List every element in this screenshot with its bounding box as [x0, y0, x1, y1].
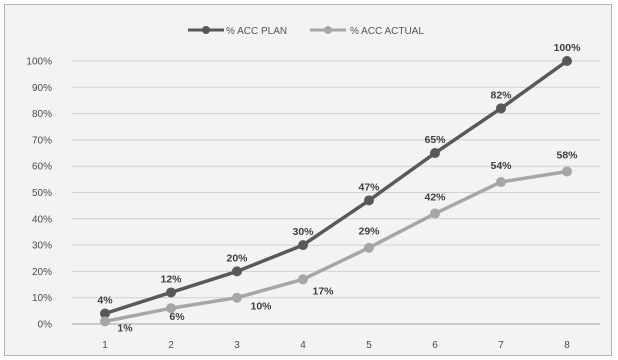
data-label-actual: 6% [169, 311, 185, 323]
data-label-plan: 100% [554, 42, 582, 54]
legend-item-plan: % ACC PLAN [188, 26, 287, 37]
data-point-actual [496, 176, 506, 187]
data-point-plan [100, 308, 110, 319]
y-tick-label: 90% [32, 83, 52, 94]
data-label-plan: 20% [226, 252, 248, 264]
gridlines [72, 60, 600, 325]
x-tick-label: 3 [234, 340, 240, 351]
data-label-actual: 58% [556, 149, 578, 161]
y-tick-label: 40% [32, 214, 52, 225]
data-point-plan [430, 148, 440, 159]
data-point-actual [430, 208, 440, 219]
data-label-plan: 47% [358, 181, 380, 193]
y-tick-label: 50% [32, 188, 52, 199]
data-point-plan [364, 195, 374, 206]
data-label-actual: 17% [312, 285, 334, 297]
data-label-actual: 1% [117, 322, 133, 334]
y-tick-label: 30% [32, 241, 52, 252]
data-label-actual: 54% [490, 160, 512, 172]
data-point-actual [232, 292, 242, 303]
legend: % ACC PLAN % ACC ACTUAL [188, 26, 424, 37]
x-tick-label: 4 [300, 340, 306, 351]
legend-item-actual: % ACC ACTUAL [310, 26, 424, 37]
x-tick-label: 7 [498, 340, 504, 351]
data-label-plan: 4% [97, 294, 113, 306]
data-label-plan: 82% [490, 89, 512, 101]
x-tick-label: 6 [432, 340, 438, 351]
data-point-actual [562, 166, 572, 177]
y-tick-label: 20% [32, 267, 52, 278]
data-labels: 4% 12% 20% 30% 47% 65% 82% 100% 1% 6% 10% 17% 29% 42%… [97, 42, 581, 334]
data-point-plan [562, 56, 572, 66]
data-point-actual [166, 303, 176, 314]
legend-label-plan: % ACC PLAN [226, 26, 287, 37]
x-tick-label: 1 [102, 340, 108, 351]
data-label-plan: 30% [292, 226, 314, 238]
y-tick-label: 10% [32, 293, 52, 304]
data-label-plan: 65% [424, 134, 446, 146]
data-label-actual: 42% [424, 192, 446, 204]
data-point-plan [298, 240, 308, 251]
data-point-actual [364, 242, 374, 253]
data-point-plan [232, 266, 242, 277]
axes: 0% 10% 20% 30% 40% 50% 60% 70% 80% 90% 100% 1 2 3 4 5 6 7… [26, 57, 600, 351]
x-tick-label: 5 [366, 340, 372, 351]
series-line-actual [104, 169, 568, 324]
series-lines [100, 56, 572, 327]
legend-marker-actual [324, 26, 332, 34]
data-point-actual [100, 316, 110, 327]
data-point-actual [298, 274, 308, 285]
data-point-plan [496, 103, 506, 114]
y-tick-label: 60% [32, 162, 52, 173]
y-tick-label: 0% [38, 320, 53, 331]
data-label-actual: 29% [358, 226, 380, 238]
series-line-plan [104, 59, 569, 316]
y-tick-label: 100% [26, 57, 52, 68]
data-label-plan: 12% [160, 273, 182, 285]
y-tick-label: 80% [32, 109, 52, 120]
legend-label-actual: % ACC ACTUAL [350, 26, 424, 37]
x-tick-label: 8 [564, 340, 570, 351]
legend-marker-plan [202, 26, 210, 34]
x-tick-label: 2 [168, 340, 174, 351]
data-label-actual: 10% [250, 301, 272, 313]
y-tick-label: 70% [32, 135, 52, 146]
data-point-plan [166, 287, 176, 298]
